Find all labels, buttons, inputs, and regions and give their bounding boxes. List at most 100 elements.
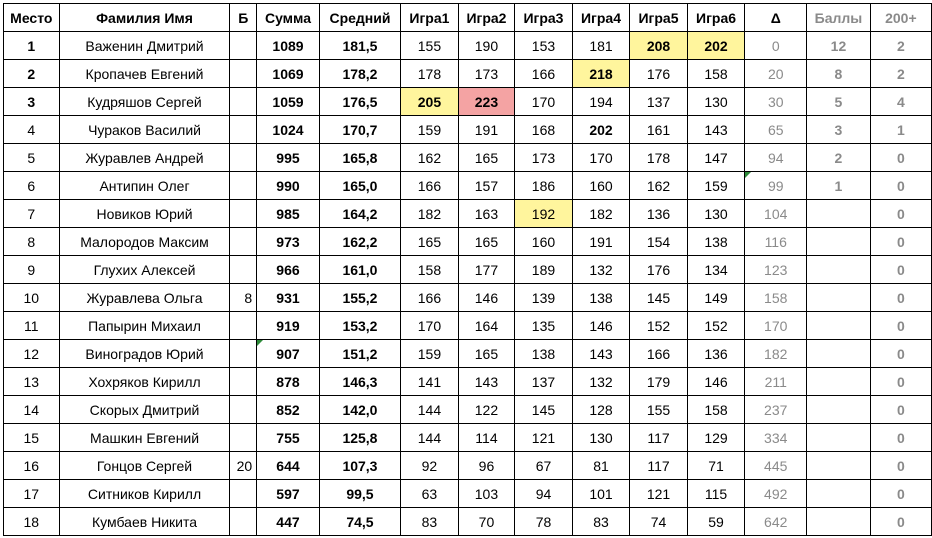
cell-points[interactable]: 5 — [806, 87, 871, 116]
cell-bonus[interactable] — [229, 255, 258, 284]
cell-points[interactable] — [806, 395, 871, 424]
cell-sum[interactable]: 1059 — [256, 87, 320, 116]
cell-game-1[interactable]: 155 — [400, 31, 459, 60]
cell-game-3[interactable]: 145 — [514, 395, 573, 424]
cell-bonus[interactable] — [229, 339, 258, 368]
cell-game-2[interactable]: 191 — [457, 115, 516, 144]
cell-game-4[interactable]: 191 — [571, 227, 631, 256]
cell-over-200[interactable]: 1 — [869, 115, 932, 144]
cell-game-4[interactable]: 146 — [571, 311, 631, 340]
cell-sum[interactable]: 907 — [256, 339, 320, 368]
cell-game-6[interactable]: 158 — [686, 395, 746, 424]
cell-points[interactable] — [806, 451, 871, 480]
header-delta[interactable]: Δ — [744, 3, 808, 32]
cell-points[interactable] — [806, 507, 871, 536]
cell-game-4[interactable]: 170 — [571, 143, 631, 172]
cell-sum[interactable]: 966 — [256, 255, 320, 284]
cell-sum[interactable]: 644 — [256, 451, 320, 480]
cell-game-1[interactable]: 144 — [400, 395, 459, 424]
cell-game-1[interactable]: 141 — [400, 367, 459, 396]
cell-name[interactable]: Глухих Алексей — [58, 255, 231, 284]
cell-game-1[interactable]: 165 — [400, 227, 459, 256]
cell-delta[interactable]: 104 — [744, 199, 808, 228]
cell-name[interactable]: Ситников Кирилл — [58, 479, 231, 508]
cell-delta[interactable]: 334 — [744, 423, 808, 452]
header-average[interactable]: Средний — [318, 3, 402, 32]
cell-bonus[interactable] — [229, 311, 258, 340]
cell-delta[interactable]: 237 — [744, 395, 808, 424]
cell-game-3[interactable]: 186 — [514, 171, 573, 200]
cell-game-3[interactable]: 121 — [514, 423, 573, 452]
cell-average[interactable]: 155,2 — [318, 283, 402, 312]
cell-place[interactable]: 15 — [3, 423, 60, 452]
header-game-3[interactable]: Игра3 — [514, 3, 573, 32]
cell-game-1[interactable]: 166 — [400, 171, 459, 200]
cell-delta[interactable]: 182 — [744, 339, 808, 368]
cell-bonus[interactable] — [229, 115, 258, 144]
cell-sum[interactable]: 852 — [256, 395, 320, 424]
cell-name[interactable]: Малородов Максим — [58, 227, 231, 256]
cell-name[interactable]: Папырин Михаил — [58, 311, 231, 340]
cell-game-3[interactable]: 94 — [514, 479, 573, 508]
header-points[interactable]: Баллы — [806, 3, 871, 32]
cell-over-200[interactable]: 0 — [869, 143, 932, 172]
cell-over-200[interactable]: 0 — [869, 339, 932, 368]
cell-over-200[interactable]: 4 — [869, 87, 932, 116]
cell-game-5[interactable]: 121 — [629, 479, 688, 508]
cell-game-2[interactable]: 122 — [457, 395, 516, 424]
cell-game-6[interactable]: 134 — [686, 255, 746, 284]
cell-game-2[interactable]: 164 — [457, 311, 516, 340]
cell-game-5[interactable]: 155 — [629, 395, 688, 424]
cell-game-6[interactable]: 158 — [686, 59, 746, 88]
cell-bonus[interactable] — [229, 143, 258, 172]
cell-points[interactable]: 8 — [806, 59, 871, 88]
cell-over-200[interactable]: 2 — [869, 31, 932, 60]
cell-place[interactable]: 4 — [3, 115, 60, 144]
cell-delta[interactable]: 170 — [744, 311, 808, 340]
cell-game-6[interactable]: 147 — [686, 143, 746, 172]
cell-game-4[interactable]: 194 — [571, 87, 631, 116]
cell-game-5[interactable]: 162 — [629, 171, 688, 200]
cell-game-6[interactable]: 159 — [686, 171, 746, 200]
cell-game-4[interactable]: 160 — [571, 171, 631, 200]
cell-average[interactable]: 162,2 — [318, 227, 402, 256]
cell-average[interactable]: 164,2 — [318, 199, 402, 228]
cell-place[interactable]: 18 — [3, 507, 60, 536]
cell-game-1[interactable]: 83 — [400, 507, 459, 536]
cell-sum[interactable]: 1069 — [256, 59, 320, 88]
cell-average[interactable]: 125,8 — [318, 423, 402, 452]
cell-game-3[interactable]: 67 — [514, 451, 573, 480]
cell-game-5[interactable]: 176 — [629, 59, 688, 88]
cell-average[interactable]: 146,3 — [318, 367, 402, 396]
cell-game-4[interactable]: 81 — [571, 451, 631, 480]
cell-game-5[interactable]: 74 — [629, 507, 688, 536]
cell-game-4[interactable]: 101 — [571, 479, 631, 508]
cell-game-4[interactable]: 182 — [571, 199, 631, 228]
cell-bonus[interactable] — [229, 423, 258, 452]
cell-game-3[interactable]: 168 — [514, 115, 573, 144]
cell-average[interactable]: 74,5 — [318, 507, 402, 536]
cell-sum[interactable]: 931 — [256, 283, 320, 312]
cell-game-5[interactable]: 208 — [629, 31, 688, 60]
header-over-200[interactable]: 200+ — [869, 3, 932, 32]
cell-bonus[interactable] — [229, 227, 258, 256]
cell-game-1[interactable]: 159 — [400, 115, 459, 144]
cell-bonus[interactable] — [229, 171, 258, 200]
cell-over-200[interactable]: 0 — [869, 479, 932, 508]
header-game-5[interactable]: Игра5 — [629, 3, 688, 32]
cell-over-200[interactable]: 0 — [869, 199, 932, 228]
cell-name[interactable]: Гонцов Сергей — [58, 451, 231, 480]
cell-game-5[interactable]: 178 — [629, 143, 688, 172]
cell-name[interactable]: Кропачев Евгений — [58, 59, 231, 88]
cell-place[interactable]: 5 — [3, 143, 60, 172]
cell-average[interactable]: 153,2 — [318, 311, 402, 340]
cell-game-1[interactable]: 159 — [400, 339, 459, 368]
cell-place[interactable]: 3 — [3, 87, 60, 116]
cell-over-200[interactable]: 0 — [869, 367, 932, 396]
cell-game-5[interactable]: 145 — [629, 283, 688, 312]
cell-average[interactable]: 107,3 — [318, 451, 402, 480]
cell-game-4[interactable]: 83 — [571, 507, 631, 536]
cell-game-6[interactable]: 115 — [686, 479, 746, 508]
cell-game-2[interactable]: 165 — [457, 227, 516, 256]
cell-sum[interactable]: 990 — [256, 171, 320, 200]
